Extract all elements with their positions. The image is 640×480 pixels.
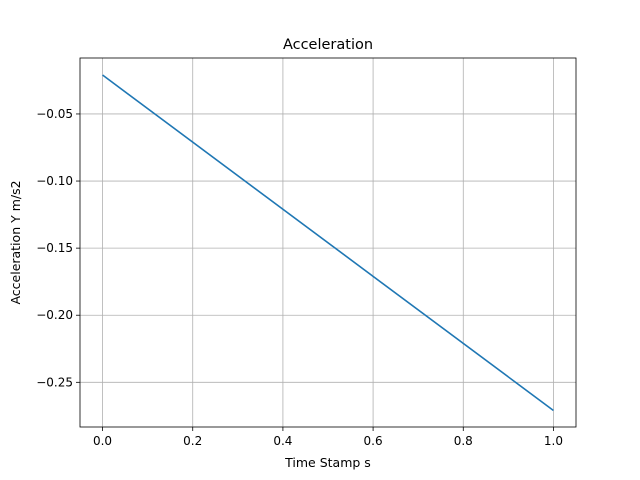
chart-title: Acceleration bbox=[283, 37, 373, 53]
y-tick-label: −0.10 bbox=[36, 174, 73, 188]
y-axis-label: Acceleration Y m/s2 bbox=[8, 180, 23, 304]
x-tick-label: 0.0 bbox=[93, 434, 112, 448]
x-tick-label: 0.4 bbox=[273, 434, 292, 448]
tick-layer: 0.0 0.2 0.4 0.6 0.8 1.0 −0.05 −0.10 −0.15 −0.20 −0… bbox=[36, 107, 563, 448]
y-tick-label: −0.20 bbox=[36, 308, 73, 322]
y-tick-label: −0.05 bbox=[36, 107, 73, 121]
grid-layer bbox=[80, 58, 576, 427]
x-tick-label: 1.0 bbox=[544, 434, 563, 448]
y-tick-label: −0.15 bbox=[36, 241, 73, 255]
x-axis-label: Time Stamp s bbox=[284, 455, 371, 470]
x-tick-label: 0.2 bbox=[183, 434, 202, 448]
x-tick-label: 0.6 bbox=[364, 434, 383, 448]
x-tick-label: 0.8 bbox=[454, 434, 473, 448]
y-tick-label: −0.25 bbox=[36, 375, 73, 389]
plot-area-frame bbox=[79, 57, 577, 428]
series-line bbox=[102, 74, 554, 412]
series-layer bbox=[102, 74, 554, 412]
